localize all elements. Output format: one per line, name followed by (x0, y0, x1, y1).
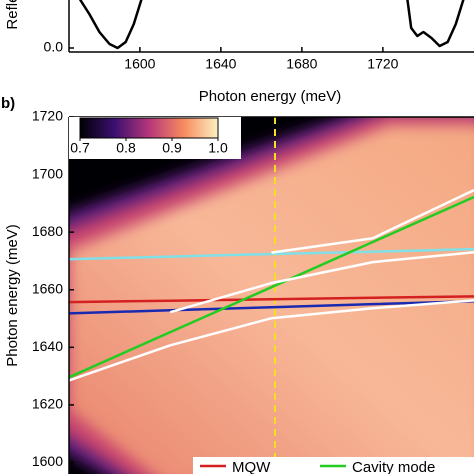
series-line (69, 300, 474, 315)
y-tick-label: 1600 (32, 453, 63, 469)
colorbar-tick-label: 0.9 (162, 140, 182, 156)
plot-lines (78, 0, 465, 50)
x-tick-label: 1720 (367, 56, 398, 72)
plot-lines (69, 188, 474, 382)
panel-a: 1600 1640 1680 1720 0.0 Photon energy (meV) Re… (4, 0, 474, 105)
series-line (271, 188, 474, 254)
y-tick-label: 1680 (32, 223, 63, 239)
series-line (69, 299, 474, 382)
y-tick-label: 1660 (32, 280, 63, 296)
series-line (78, 0, 465, 50)
colorbar (79, 117, 219, 139)
y-tick-label: 0.0 (44, 39, 64, 55)
series-line (69, 247, 474, 261)
y-tick-label: 1620 (32, 396, 63, 412)
y-axis-label: Photon energy (meV) (4, 224, 21, 367)
colorbar-tick-label: 0.8 (116, 140, 136, 156)
series-line (69, 195, 474, 379)
panel-b: 1600 1620 1640 1660 1680 1700 1720 Photon energ… (1, 95, 474, 474)
x-axis-label: Photon energy (meV) (199, 88, 342, 105)
series-line (69, 295, 474, 304)
y-axis-label: Reflectance (4, 0, 21, 30)
y-tick-label: 1720 (32, 108, 63, 124)
colorbar-tick-label: 0.7 (70, 140, 90, 156)
x-tick-label: 1600 (124, 56, 155, 72)
y-tick-label: 1700 (32, 165, 63, 181)
series-line (169, 251, 474, 314)
y-tick-label: 1640 (32, 338, 63, 354)
x-tick-label: 1640 (205, 56, 236, 72)
panel-label: b) (1, 95, 15, 112)
legend-label: MQW (232, 459, 271, 474)
legend-label: Cavity mode (352, 459, 435, 474)
x-tick-label: 1680 (286, 56, 317, 72)
colorbar-tick-label: 1.0 (208, 140, 228, 156)
